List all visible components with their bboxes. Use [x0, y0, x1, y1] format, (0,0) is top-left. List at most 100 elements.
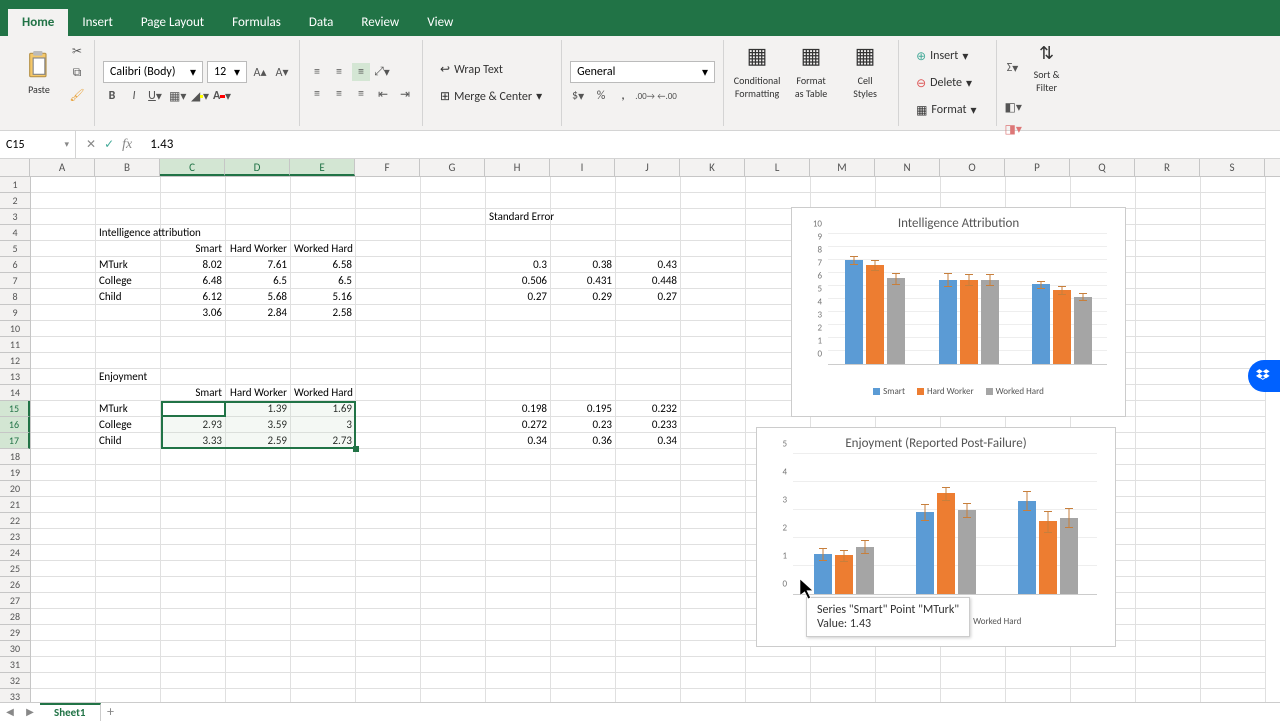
cell[interactable] [356, 257, 421, 273]
cell[interactable] [616, 577, 681, 593]
cell[interactable] [161, 529, 226, 545]
cell[interactable] [551, 513, 616, 529]
cell[interactable] [356, 305, 421, 321]
chart-bar[interactable] [937, 493, 955, 594]
row-header[interactable]: 4 [0, 225, 30, 241]
cell[interactable]: 1.43 [161, 401, 226, 417]
cell[interactable] [551, 465, 616, 481]
cell[interactable] [1136, 673, 1201, 689]
row-header[interactable]: 7 [0, 273, 30, 289]
cell[interactable] [226, 337, 291, 353]
delete-cells-button[interactable]: ⊖Delete▾ [907, 72, 987, 95]
cell[interactable]: MTurk [96, 257, 161, 273]
cell[interactable] [681, 353, 746, 369]
cell[interactable] [616, 593, 681, 609]
cell[interactable] [616, 481, 681, 497]
cell[interactable] [291, 225, 356, 241]
cell[interactable] [421, 401, 486, 417]
cell[interactable]: 0.272 [486, 417, 551, 433]
cell[interactable] [1136, 289, 1201, 305]
cell[interactable] [1136, 225, 1201, 241]
cell[interactable] [681, 513, 746, 529]
cell[interactable] [1071, 177, 1136, 193]
cell[interactable] [161, 513, 226, 529]
cell[interactable] [421, 593, 486, 609]
align-center-icon[interactable]: ≡ [330, 85, 348, 103]
chart-bar[interactable] [958, 510, 976, 594]
cell[interactable] [161, 497, 226, 513]
cell[interactable]: College [96, 417, 161, 433]
cell[interactable] [226, 497, 291, 513]
row-header[interactable]: 17 [0, 433, 30, 449]
cell[interactable] [291, 657, 356, 673]
cell[interactable]: 2.59 [226, 433, 291, 449]
cell[interactable] [811, 657, 876, 673]
row-header[interactable]: 30 [0, 641, 30, 657]
col-header[interactable]: M [810, 159, 875, 176]
cell[interactable] [356, 353, 421, 369]
cell[interactable] [31, 465, 96, 481]
cell[interactable] [681, 401, 746, 417]
cell[interactable] [681, 257, 746, 273]
cell[interactable] [31, 417, 96, 433]
cell[interactable] [1136, 625, 1201, 641]
cell[interactable] [551, 337, 616, 353]
cell[interactable] [1201, 193, 1266, 209]
row-header[interactable]: 27 [0, 593, 30, 609]
cell[interactable] [421, 513, 486, 529]
cell[interactable] [681, 609, 746, 625]
cell[interactable] [96, 193, 161, 209]
cell[interactable] [356, 465, 421, 481]
comma-icon[interactable]: , [614, 87, 632, 105]
cell[interactable] [1136, 657, 1201, 673]
cell[interactable]: 6.5 [291, 273, 356, 289]
cell[interactable] [161, 673, 226, 689]
cell[interactable] [96, 497, 161, 513]
row-header[interactable]: 24 [0, 545, 30, 561]
cell[interactable]: 0.195 [551, 401, 616, 417]
cell[interactable] [421, 177, 486, 193]
cell[interactable] [876, 657, 941, 673]
cell[interactable] [356, 513, 421, 529]
cell[interactable] [941, 657, 1006, 673]
cell[interactable] [486, 321, 551, 337]
cell[interactable] [291, 449, 356, 465]
cell[interactable]: 2.84 [226, 305, 291, 321]
cell[interactable] [1201, 449, 1266, 465]
cell[interactable] [356, 497, 421, 513]
chart-bar[interactable] [981, 280, 999, 365]
cell[interactable] [421, 449, 486, 465]
cell[interactable] [681, 225, 746, 241]
row-header[interactable]: 5 [0, 241, 30, 257]
sheet-tab[interactable]: Sheet1 [40, 703, 101, 721]
cell[interactable] [1201, 289, 1266, 305]
row-header[interactable]: 6 [0, 257, 30, 273]
conditional-formatting-button[interactable]: ▦Conditional Formatting [732, 42, 782, 100]
borders-button[interactable]: ▦▾ [169, 87, 187, 105]
cell[interactable]: 3.33 [161, 433, 226, 449]
cell[interactable] [31, 673, 96, 689]
cell[interactable] [421, 577, 486, 593]
font-name-select[interactable]: Calibri (Body)▾ [103, 61, 203, 83]
cell[interactable] [356, 673, 421, 689]
cell[interactable] [291, 497, 356, 513]
cell[interactable] [1136, 545, 1201, 561]
fill-color-button[interactable]: ◢▾ [191, 87, 209, 105]
cell[interactable] [291, 209, 356, 225]
cell[interactable]: 0.34 [486, 433, 551, 449]
cell[interactable] [421, 289, 486, 305]
cell[interactable] [356, 289, 421, 305]
cell[interactable] [1136, 273, 1201, 289]
cell[interactable] [96, 481, 161, 497]
cell[interactable] [1201, 561, 1266, 577]
cell[interactable] [226, 177, 291, 193]
chart[interactable]: Intelligence Attribution012345678910MTur… [791, 207, 1126, 417]
increase-font-icon[interactable]: A▴ [251, 63, 269, 81]
cell[interactable] [1201, 401, 1266, 417]
row-header[interactable]: 18 [0, 449, 30, 465]
cell[interactable] [226, 321, 291, 337]
fx-icon[interactable]: fx [122, 137, 132, 153]
col-header[interactable]: K [680, 159, 745, 176]
cell[interactable] [226, 369, 291, 385]
wrap-text-button[interactable]: ↩Wrap Text [431, 58, 553, 81]
